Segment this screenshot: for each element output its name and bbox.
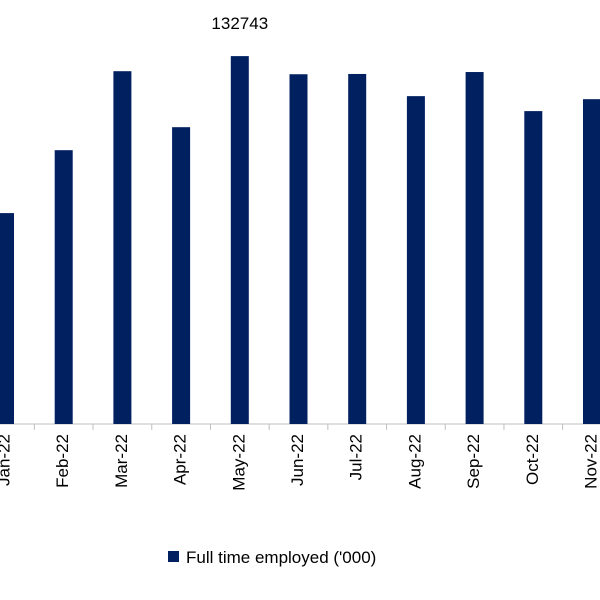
bar bbox=[113, 71, 132, 424]
bar bbox=[0, 213, 14, 424]
bar bbox=[172, 127, 191, 425]
bar bbox=[230, 56, 249, 425]
x-tick-label: Jun-22 bbox=[288, 434, 307, 486]
x-tick-label: Sep-22 bbox=[464, 434, 483, 489]
x-tick-label: Mar-22 bbox=[112, 434, 131, 488]
x-tick-label: Apr-22 bbox=[171, 434, 190, 485]
bar bbox=[348, 73, 367, 425]
x-tick-label: Feb-22 bbox=[53, 434, 72, 488]
bar bbox=[524, 111, 543, 424]
legend-label: Full time employed ('000) bbox=[186, 548, 376, 567]
x-tick-label: Aug-22 bbox=[405, 434, 424, 489]
bar bbox=[289, 74, 308, 424]
x-tick-label: Jan-22 bbox=[0, 434, 13, 486]
bar bbox=[465, 72, 484, 425]
data-label: 132743 bbox=[211, 14, 268, 33]
x-tick-label: Nov-22 bbox=[581, 434, 600, 489]
x-tick-label: May-22 bbox=[229, 434, 248, 491]
x-tick-label: Jul-22 bbox=[347, 434, 366, 480]
x-tick-label: Oct-22 bbox=[523, 434, 542, 485]
legend-swatch bbox=[168, 551, 179, 562]
bar bbox=[583, 99, 600, 424]
bar bbox=[54, 150, 73, 424]
bar bbox=[406, 96, 425, 424]
